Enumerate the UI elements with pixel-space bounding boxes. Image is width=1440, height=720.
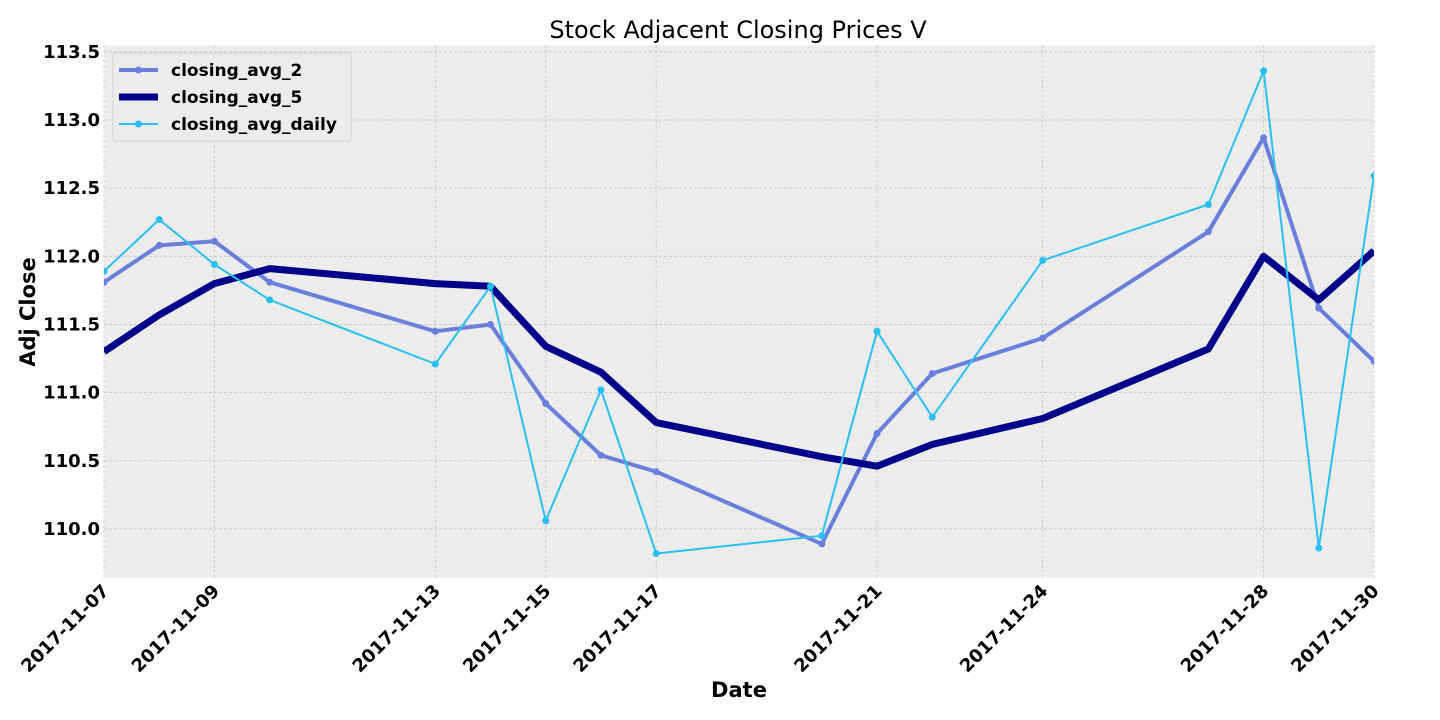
y-tick-label: 111.0 [43,383,100,404]
legend-label: closing_avg_5 [171,88,302,108]
data-point-closing_avg_2 [431,327,439,335]
y-tick-label: 113.5 [43,42,100,63]
x-tick-label: 2017-11-13 [349,581,445,677]
x-tick-label: 2017-11-09 [128,581,224,677]
x-tick-label: 2017-11-07 [17,581,113,677]
data-point-closing_avg_daily [652,549,660,557]
data-point-closing_avg_2 [1039,334,1047,342]
x-tick-label: 2017-11-21 [790,581,886,677]
legend-label: closing_avg_daily [171,115,337,135]
y-tick-label: 112.0 [43,246,100,267]
y-axis-label: Adj Close [16,257,40,367]
data-point-closing_avg_daily [1370,172,1374,180]
data-point-closing_avg_daily [873,327,881,335]
data-point-closing_avg_2 [210,237,218,245]
x-axis-label: Date [711,678,767,702]
x-tick-label: 2017-11-15 [459,581,555,677]
data-point-closing_avg_daily [597,386,605,394]
data-point-closing_avg_daily [818,532,826,540]
data-point-closing_avg_2 [1260,134,1268,142]
data-point-closing_avg_2 [542,400,550,408]
y-tick-label: 110.0 [43,519,100,540]
data-point-closing_avg_daily [1260,67,1268,75]
y-tick-label: 112.5 [43,178,100,199]
legend-box [112,52,352,142]
data-point-closing_avg_2 [818,540,826,548]
x-axis-ticks: 2017-11-07 2017-11-09 2017-11-13 2017-11-15… [17,581,1383,677]
y-tick-label: 110.5 [43,451,100,472]
data-point-closing_avg_daily [928,413,936,421]
y-axis-ticks: 110.0 110.5 111.0 111.5 112.0 112.5 113.0 113.5 [43,42,100,540]
data-point-closing_avg_2 [1315,304,1323,312]
data-point-closing_avg_2 [487,320,495,328]
legend-label: closing_avg_2 [171,61,302,81]
data-point-closing_avg_daily [1315,544,1323,552]
x-tick-label: 2017-11-28 [1177,581,1273,677]
series-layer [104,67,1374,557]
y-tick-label: 113.0 [43,110,100,131]
legend-marker-closing_avg_2 [135,66,142,74]
data-point-closing_avg_2 [1370,357,1374,365]
data-point-closing_avg_daily [266,296,274,304]
data-point-closing_avg_2 [873,430,881,438]
x-tick-label: 2017-11-30 [1287,581,1383,677]
legend: closing_avg_2 closing_avg_5 closing_avg_da… [112,52,352,142]
x-tick-label: 2017-11-24 [956,581,1052,677]
y-tick-label: 111.5 [43,314,100,335]
data-point-closing_avg_daily [542,517,550,525]
data-point-closing_avg_2 [155,241,163,249]
data-point-closing_avg_2 [597,451,605,459]
data-point-closing_avg_2 [266,278,274,286]
data-point-closing_avg_2 [104,278,108,286]
data-point-closing_avg_daily [431,360,439,368]
data-point-closing_avg_daily [487,282,495,290]
data-point-closing_avg_daily [1039,256,1047,264]
legend-marker-closing_avg_daily [135,120,142,128]
data-point-closing_avg_daily [210,260,218,268]
data-point-closing_avg_2 [928,370,936,378]
data-point-closing_avg_2 [652,468,660,476]
data-point-closing_avg_daily [155,215,163,223]
data-point-closing_avg_2 [1204,228,1212,236]
data-point-closing_avg_daily [1204,200,1212,208]
x-tick-label: 2017-11-17 [569,581,665,677]
series-line-closing_avg_5 [104,248,1374,470]
chart-title: Stock Adjacent Closing Prices V [549,16,927,44]
data-point-closing_avg_daily [104,267,108,275]
